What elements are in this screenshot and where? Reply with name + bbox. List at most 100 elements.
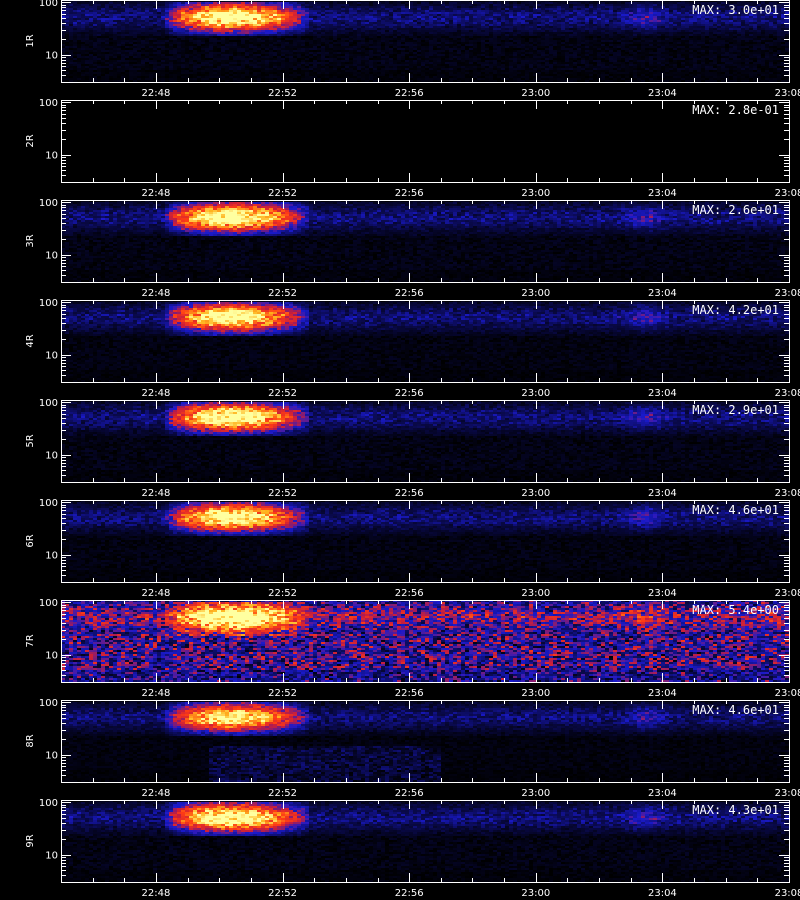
max-value-label: MAX: 3.0e+01 <box>692 3 779 17</box>
max-value-label: MAX: 2.9e+01 <box>692 403 779 417</box>
panel-label: 1R <box>25 34 36 47</box>
y-tick-label: 10 <box>45 251 58 262</box>
panel-label: 2R <box>25 134 36 147</box>
max-value-label: MAX: 4.6e+01 <box>692 703 779 717</box>
x-tick-label: 23:04 <box>648 388 677 399</box>
panel-label: 8R <box>25 734 36 747</box>
y-tick-label: 100 <box>39 398 58 409</box>
max-value-label: MAX: 4.3e+01 <box>692 803 779 817</box>
x-tick-label: 23:00 <box>521 888 550 899</box>
x-tick-label: 22:48 <box>142 488 171 499</box>
x-tick-label: 22:48 <box>142 388 171 399</box>
x-tick-label: 22:56 <box>395 688 424 699</box>
y-tick-label: 100 <box>39 498 58 509</box>
panel-7r: 10 100 22:48 22:52 22:56 23:00 23:04 23:08 7R MAX… <box>25 598 800 699</box>
x-tick-label: 23:04 <box>648 288 677 299</box>
x-tick-label: 23:04 <box>648 688 677 699</box>
y-tick-label: 10 <box>45 51 58 62</box>
x-tick-label: 23:08 <box>775 888 800 899</box>
max-value-label: MAX: 4.2e+01 <box>692 303 779 317</box>
x-tick-label: 23:04 <box>648 88 677 99</box>
x-tick-label: 22:52 <box>268 188 297 199</box>
heatmap-4r <box>61 300 789 382</box>
panel-6r: 10 100 22:48 22:52 22:56 23:00 23:04 23:08 6R MAX… <box>25 498 800 599</box>
panel-label: 6R <box>25 534 36 547</box>
x-tick-label: 23:08 <box>775 488 800 499</box>
y-tick-label: 10 <box>45 751 58 762</box>
x-tick-label: 22:52 <box>268 588 297 599</box>
max-value-label: MAX: 4.6e+01 <box>692 503 779 517</box>
panel-label: 4R <box>25 334 36 347</box>
panel-1r: 10 100 22:48 22:52 22:56 23:00 23:04 23:08 1R MAX… <box>25 0 800 99</box>
panel-label: 3R <box>25 234 36 247</box>
x-tick-label: 22:48 <box>142 88 171 99</box>
max-value-label: MAX: 5.4e+00 <box>692 603 779 617</box>
x-tick-label: 22:52 <box>268 788 297 799</box>
x-tick-label: 23:00 <box>521 488 550 499</box>
x-tick-label: 23:00 <box>521 588 550 599</box>
y-tick-label: 100 <box>39 698 58 709</box>
panel-frame <box>61 0 790 83</box>
x-tick-label: 23:00 <box>521 388 550 399</box>
panel-frame <box>61 200 790 283</box>
panel-label: 7R <box>25 634 36 647</box>
y-tick-label: 10 <box>45 651 58 662</box>
x-tick-label: 22:52 <box>268 288 297 299</box>
x-tick-label: 22:48 <box>142 188 171 199</box>
x-tick-label: 23:00 <box>521 688 550 699</box>
panel-9r: 10 100 22:48 22:52 22:56 23:00 23:04 23:08 9R MAX… <box>25 798 800 899</box>
heatmap-6r <box>61 500 789 582</box>
heatmap-5r <box>61 400 789 482</box>
x-tick-label: 22:52 <box>268 88 297 99</box>
x-tick-label: 22:56 <box>395 588 424 599</box>
x-tick-label: 23:08 <box>775 288 800 299</box>
y-tick-label: 10 <box>45 451 58 462</box>
x-tick-label: 23:00 <box>521 288 550 299</box>
x-tick-label: 23:04 <box>648 888 677 899</box>
x-tick-label: 22:56 <box>395 288 424 299</box>
panel-frame <box>61 400 790 483</box>
x-tick-label: 22:52 <box>268 488 297 499</box>
panel-label: 5R <box>25 434 36 447</box>
max-value-label: MAX: 2.6e+01 <box>692 203 779 217</box>
x-tick-label: 23:08 <box>775 588 800 599</box>
x-tick-label: 22:56 <box>395 488 424 499</box>
panel-frame <box>61 100 790 183</box>
x-tick-label: 22:48 <box>142 788 171 799</box>
panel-5r: 10 100 22:48 22:52 22:56 23:00 23:04 23:08 5R MAX… <box>25 398 800 499</box>
x-tick-label: 22:56 <box>395 888 424 899</box>
y-tick-label: 100 <box>39 298 58 309</box>
panel-frame <box>61 800 790 883</box>
x-tick-label: 22:56 <box>395 188 424 199</box>
panel-frame <box>61 700 790 783</box>
x-tick-label: 23:04 <box>648 788 677 799</box>
panel-label: 9R <box>25 834 36 847</box>
y-tick-label: 10 <box>45 151 58 162</box>
heatmap-8r <box>61 700 789 782</box>
panel-frame <box>61 300 790 383</box>
x-tick-label: 23:04 <box>648 188 677 199</box>
x-tick-label: 23:04 <box>648 488 677 499</box>
panel-4r: 10 100 22:48 22:52 22:56 23:00 23:04 23:08 4R MAX… <box>25 298 800 399</box>
y-tick-label: 100 <box>39 798 58 809</box>
x-tick-label: 23:00 <box>521 788 550 799</box>
panel-frame <box>61 500 790 583</box>
x-tick-label: 22:56 <box>395 388 424 399</box>
x-tick-label: 23:00 <box>521 88 550 99</box>
x-tick-label: 22:56 <box>395 788 424 799</box>
heatmap-1r <box>61 0 789 82</box>
panel-2r: 10 100 22:48 22:52 22:56 23:00 23:04 23:08 2R MAX… <box>25 98 800 199</box>
x-tick-label: 22:48 <box>142 688 171 699</box>
y-tick-label: 100 <box>39 598 58 609</box>
x-tick-label: 23:00 <box>521 188 550 199</box>
x-tick-label: 22:56 <box>395 88 424 99</box>
x-tick-label: 23:08 <box>775 788 800 799</box>
x-tick-label: 23:08 <box>775 188 800 199</box>
heatmap-9r <box>61 800 789 882</box>
y-tick-label: 10 <box>45 551 58 562</box>
y-tick-label: 100 <box>39 198 58 209</box>
x-tick-label: 22:48 <box>142 288 171 299</box>
x-tick-label: 23:08 <box>775 388 800 399</box>
x-tick-label: 22:52 <box>268 888 297 899</box>
